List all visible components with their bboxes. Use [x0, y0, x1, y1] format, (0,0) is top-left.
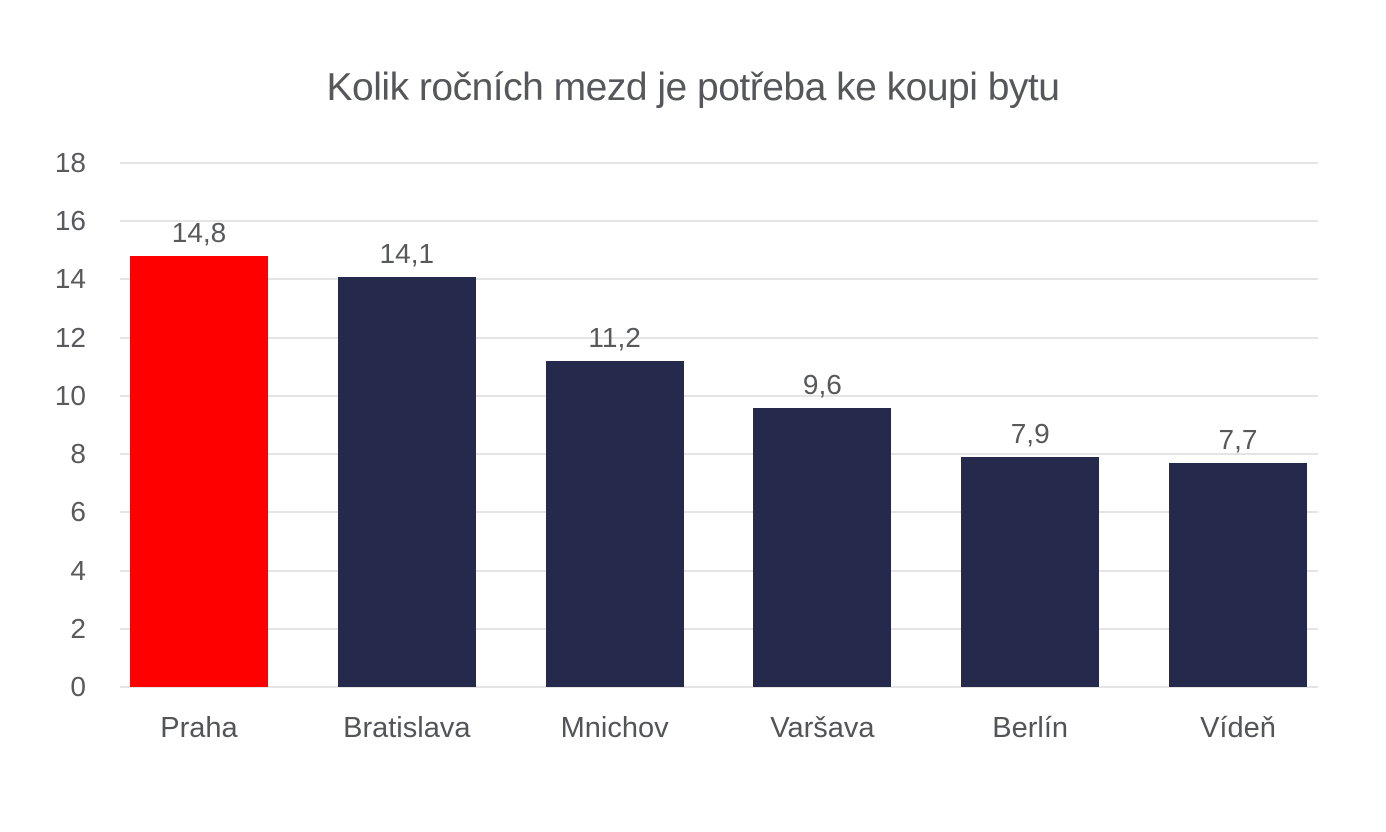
y-axis-tick-label: 18 [54, 147, 86, 178]
gridline-y18 [120, 162, 1318, 164]
y-axis-tick-label: 6 [70, 496, 86, 528]
plot-area: 0 2 4 6 8 10 12 14 16 18 14,8 Praha 14,1 Bratislava 11… [55, 149, 1318, 744]
x-axis-category-label: Bratislava [343, 712, 471, 744]
gridline-y8 [120, 453, 1318, 456]
bar-praha [130, 256, 268, 687]
bar-value-label: 7,9 [1010, 418, 1050, 450]
bar-value-label: 14,8 [171, 217, 227, 249]
gridline-y4 [120, 569, 1318, 572]
y-axis-tick-label: 4 [70, 554, 86, 586]
y-axis-tick-label: 0 [70, 671, 86, 702]
gridline-y12 [120, 336, 1318, 339]
x-axis-category-label: Mnichov [560, 712, 669, 744]
x-axis-category-label: Berlín [992, 712, 1069, 744]
bar-berlín [961, 457, 1100, 687]
bar-value-label: 11,2 [588, 321, 641, 353]
gridline-y10 [120, 394, 1318, 397]
y-axis-tick-label: 8 [70, 438, 86, 470]
y-axis-tick-label: 12 [54, 321, 86, 353]
chart-title: Kolik ročních mezd je potřeba ke koupi b… [326, 66, 1060, 109]
gridline-y0 [120, 686, 1318, 688]
bar-bratislava [337, 276, 476, 687]
gridline-y14 [120, 278, 1318, 281]
gridline-y6 [120, 511, 1318, 514]
x-axis-category-label: Vídeň [1200, 712, 1276, 744]
bar-value-label: 9,6 [802, 368, 842, 400]
y-axis-tick-label: 14 [54, 263, 86, 295]
bar-value-label: 7,7 [1218, 423, 1258, 455]
gridline-y2 [120, 627, 1318, 630]
bar-value-label: 14,1 [379, 237, 435, 269]
x-axis-category-label: Praha [160, 712, 238, 744]
bar-varšava [753, 407, 892, 687]
bar-vídeň [1169, 462, 1307, 687]
gridline-y16 [120, 220, 1318, 223]
y-axis-tick-label: 10 [54, 379, 86, 411]
y-axis-tick-label: 16 [54, 205, 86, 237]
x-axis-category-label: Varšava [770, 712, 875, 744]
y-axis-tick-label: 2 [70, 612, 86, 644]
bar-mnichov [545, 360, 684, 687]
